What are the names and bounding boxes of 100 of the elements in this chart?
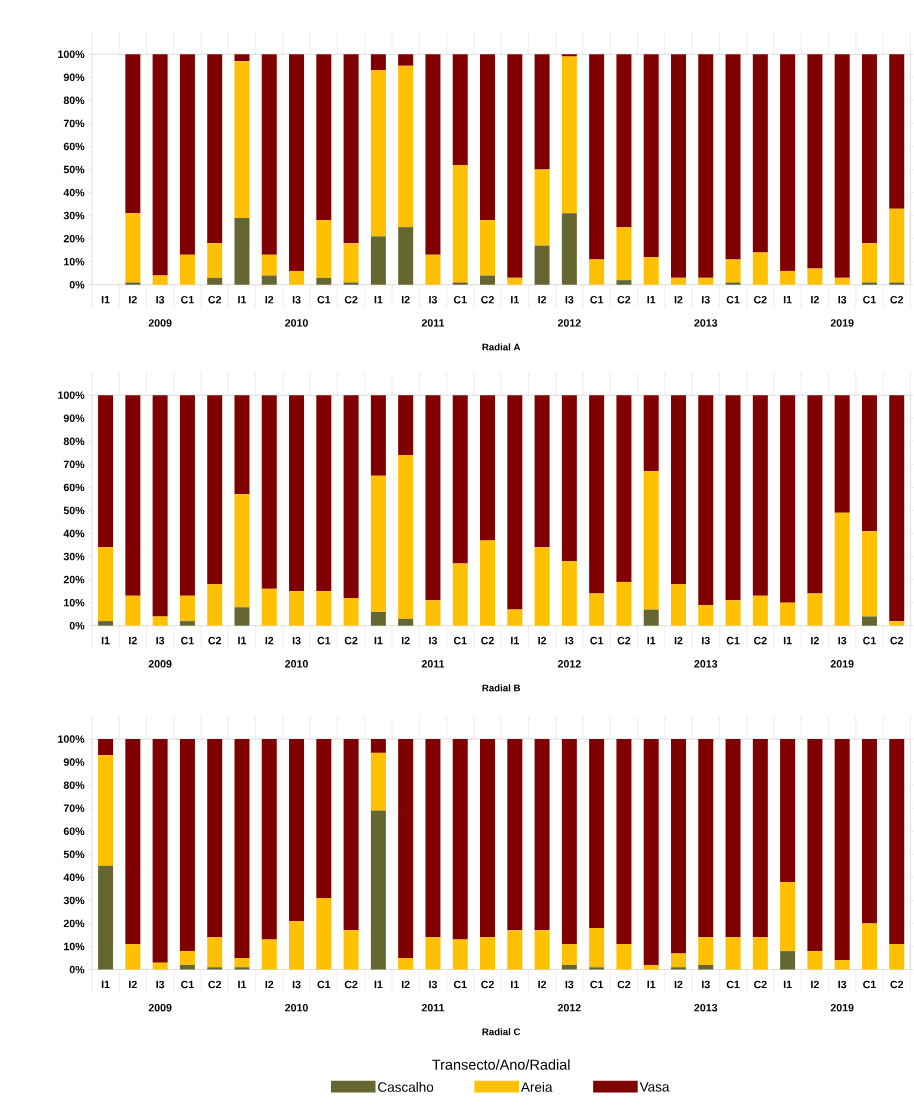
bar: [534, 395, 550, 548]
bar: [779, 602, 795, 626]
x-tick-label: C1: [180, 295, 194, 304]
bar: [698, 604, 714, 626]
bar: [588, 928, 604, 968]
bar: [179, 54, 195, 255]
bar: [534, 930, 550, 970]
x-tick-label: C1: [453, 295, 467, 304]
bar: [207, 277, 223, 285]
x-tick-label: I1: [647, 980, 656, 989]
y-tick-label: 0%: [69, 281, 85, 289]
x-tick-label: C2: [753, 980, 767, 989]
x-tick-label: I2: [401, 636, 410, 645]
x-tick-label: C1: [590, 980, 603, 989]
bar: [207, 243, 223, 278]
x-tick-label: C2: [753, 295, 767, 304]
y-tick-label: 60%: [63, 483, 85, 492]
bar: [234, 967, 250, 970]
x-tick-label: I3: [292, 636, 301, 645]
x-tick-label: C2: [481, 980, 494, 989]
bar: [207, 584, 223, 626]
text: 2012: [557, 1003, 581, 1012]
bar: [561, 213, 577, 285]
bar: [207, 395, 223, 585]
bar: [370, 236, 386, 285]
y-tick-label: 100%: [57, 50, 85, 58]
x-tick-label: I2: [265, 295, 274, 304]
y-tick-label: 10%: [63, 598, 85, 607]
bar: [752, 252, 768, 285]
x-tick-label: C2: [481, 636, 494, 645]
bar: [261, 254, 277, 276]
x-tick-label: C2: [208, 980, 221, 989]
bar: [370, 752, 386, 811]
y-tick-label: 70%: [63, 460, 85, 469]
bar: [670, 584, 686, 626]
text: 2010: [284, 660, 308, 668]
bar: [234, 61, 250, 218]
bar: [616, 395, 632, 582]
bar: [370, 54, 386, 71]
bar: [398, 618, 413, 626]
x-tick-label: C1: [180, 636, 194, 645]
y-tick-label: 0%: [69, 965, 85, 974]
bar: [316, 898, 332, 970]
bar: [398, 54, 413, 66]
bar: [452, 282, 468, 285]
y-tick-label: 30%: [63, 211, 85, 220]
text: 2019: [830, 319, 854, 327]
bar: [861, 923, 877, 970]
x-tick-label: I3: [156, 295, 165, 304]
bar: [398, 65, 413, 228]
x-tick-label: I2: [538, 636, 546, 645]
bar: [479, 395, 495, 541]
bar: [534, 547, 550, 626]
bar: [807, 268, 823, 285]
bar: [261, 54, 277, 255]
x-tick-label: C1: [180, 980, 194, 989]
x-tick-label: C1: [862, 980, 876, 989]
bar: [534, 169, 550, 246]
bar: [588, 967, 604, 970]
bar: [234, 217, 250, 285]
x-tick-label: C2: [481, 295, 494, 304]
text: 2011: [421, 1003, 444, 1012]
x-tick-label: I1: [783, 636, 792, 645]
x-tick-label: I2: [674, 980, 683, 989]
bar: [807, 593, 823, 626]
x-tick-label: C1: [862, 295, 876, 304]
x-tick-label: C2: [344, 980, 358, 989]
x-tick-label: I2: [538, 295, 546, 304]
bar: [234, 395, 250, 495]
bar: [807, 54, 823, 269]
bar: [725, 937, 741, 970]
bar: [889, 54, 905, 209]
bar: [643, 395, 659, 472]
bar: [643, 471, 659, 610]
y-tick-label: 40%: [63, 873, 85, 882]
bar: [698, 277, 714, 285]
legend-label: Cascalho: [377, 1081, 434, 1092]
bar: [479, 275, 495, 285]
text: 2010: [284, 319, 308, 327]
bar: [861, 616, 877, 626]
bar: [807, 951, 823, 970]
bar: [889, 208, 905, 283]
x-tick-label: I1: [374, 295, 383, 304]
bar: [261, 739, 277, 940]
x-tick-label: I1: [783, 980, 792, 989]
y-tick-label: 0%: [69, 621, 85, 630]
y-tick-label: 90%: [63, 73, 85, 82]
x-tick-label: I2: [128, 980, 137, 989]
bar: [698, 395, 714, 605]
bar: [316, 395, 332, 592]
bar: [125, 944, 141, 970]
bar: [698, 739, 714, 938]
bar: [316, 277, 332, 285]
bar: [807, 739, 823, 952]
bar: [561, 944, 577, 965]
bar: [97, 395, 113, 548]
x-tick-label: I2: [128, 295, 137, 304]
bar: [425, 395, 441, 601]
x-tick-label: C2: [208, 295, 221, 304]
y-tick-label: 80%: [63, 437, 85, 446]
